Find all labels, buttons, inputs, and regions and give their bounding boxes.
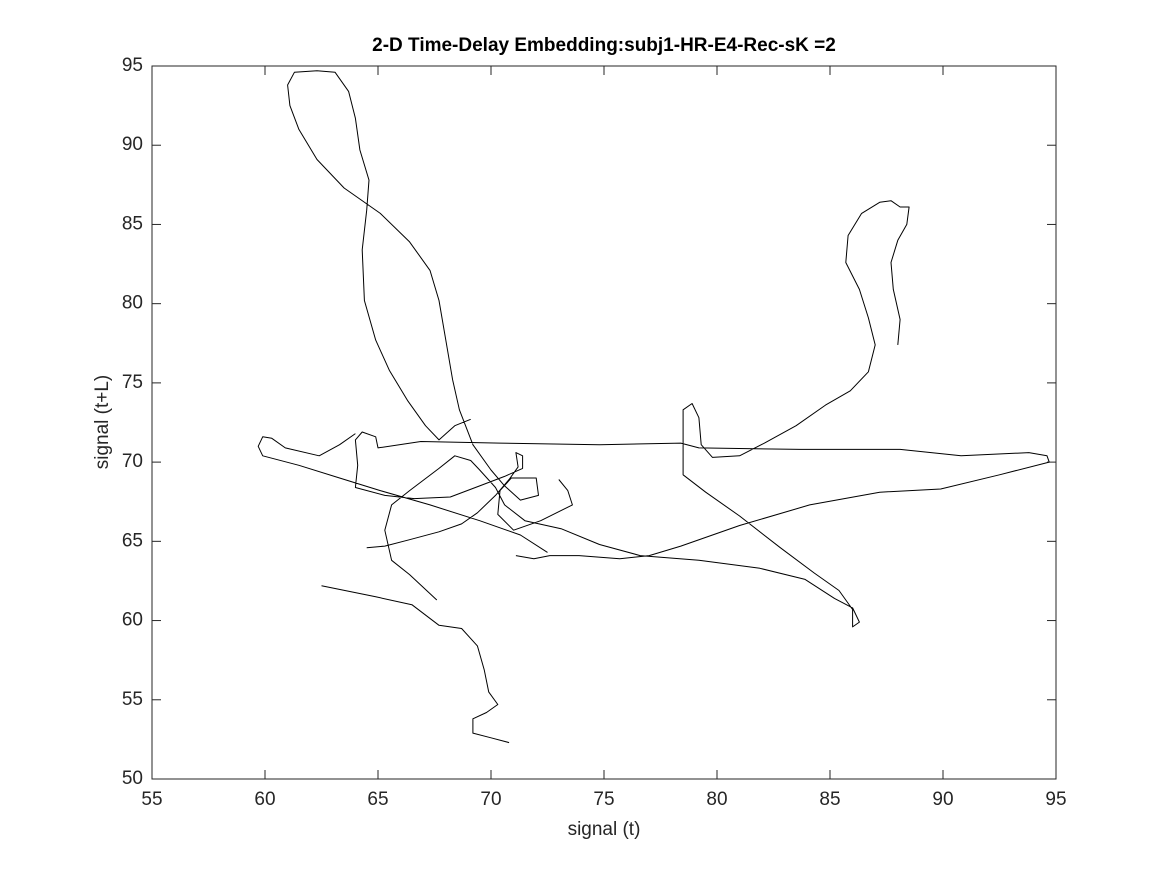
chart-title: 2-D Time-Delay Embedding:subj1-HR-E4-Rec… [372, 35, 836, 56]
y-tick-label: 65 [122, 530, 143, 551]
x-tick-label: 85 [819, 789, 840, 810]
y-tick-label: 70 [122, 451, 143, 472]
axes-box [151, 65, 1057, 780]
x-tick-label: 95 [1045, 789, 1066, 810]
x-tick-label: 65 [367, 789, 388, 810]
y-tick-label: 75 [122, 372, 143, 393]
x-tick-label: 70 [480, 789, 501, 810]
y-tick-label: 55 [122, 689, 143, 710]
x-tick-label: 55 [141, 789, 162, 810]
x-tick-label: 80 [706, 789, 727, 810]
trajectory-line [257, 70, 1050, 744]
y-axis-label: signal (t+L) [92, 375, 113, 470]
y-tick-label: 95 [122, 55, 143, 76]
x-tick-label: 60 [254, 789, 275, 810]
y-tick-label: 85 [122, 213, 143, 234]
y-tick-label: 50 [122, 768, 143, 789]
x-tick-label: 90 [932, 789, 953, 810]
x-tick-label: 75 [593, 789, 614, 810]
x-axis-label: signal (t) [568, 819, 641, 840]
y-tick-label: 90 [122, 134, 143, 155]
y-tick-label: 80 [122, 293, 143, 314]
y-tick-label: 60 [122, 610, 143, 631]
